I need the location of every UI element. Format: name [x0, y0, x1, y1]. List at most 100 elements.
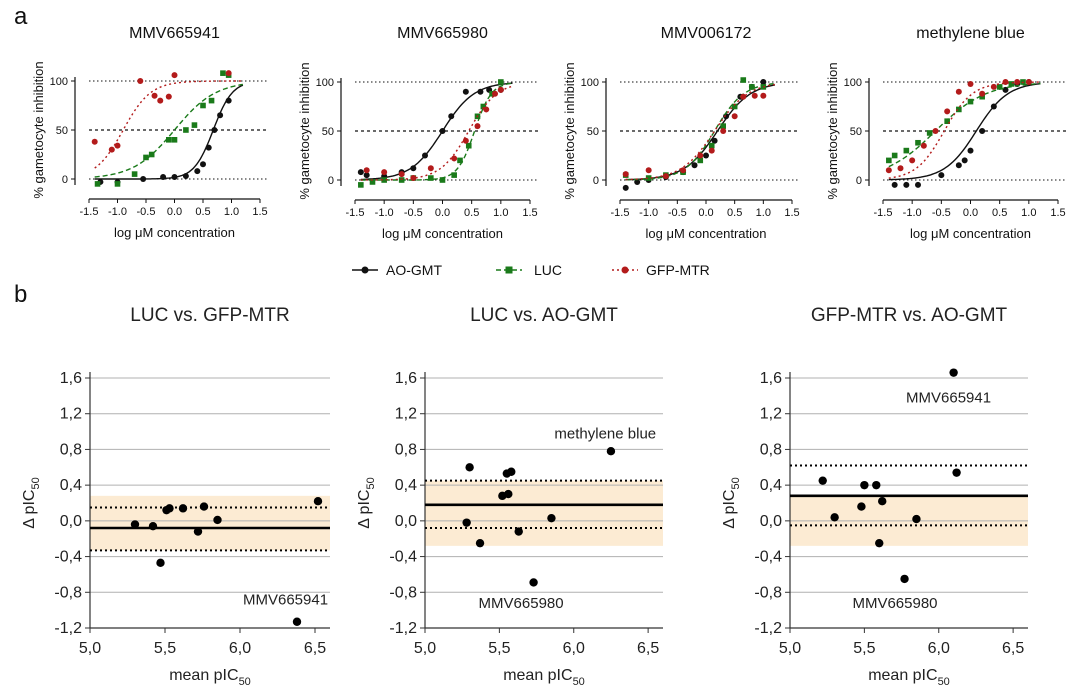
data-point-ao-gmt [448, 113, 455, 120]
data-point-luc [398, 177, 405, 183]
data-point-ao-gmt [891, 181, 898, 188]
bland-altman-chart-luc-vs-gfp-mtr: LUC vs. GFP-MTR 1,6 1,2 0,8 0,4 0,0 -0,4 -0,8 -1… [21, 305, 330, 688]
data-point-gfp-mtr [451, 155, 458, 162]
data-point-luc [740, 77, 747, 83]
annotation-mmv665980: MMV665980 [852, 595, 937, 612]
legend-entry-ao-gmt: AO-GMT [352, 262, 442, 278]
data-point-gfp-mtr [751, 92, 758, 99]
data-point-ao-gmt [903, 181, 910, 188]
data-point-gfp-mtr [492, 90, 498, 97]
data-point-ao-gmt [225, 97, 232, 104]
data-point-gfp-mtr [967, 80, 974, 87]
data-point [148, 522, 158, 531]
data-point-gfp-mtr [398, 171, 405, 178]
data-point-ao-gmt [622, 184, 629, 191]
data-point [156, 558, 165, 568]
data-point [178, 504, 188, 513]
data-point [313, 497, 323, 506]
y-tick-label: 0,4 [60, 477, 82, 494]
data-point-gfp-mtr [151, 92, 158, 99]
y-tick-label: -1,2 [754, 620, 782, 637]
y-axis-label: % gametocyte inhibition [297, 62, 312, 199]
x-tick-label: 1.0 [1021, 207, 1036, 219]
data-point-gfp-mtr [740, 93, 747, 100]
data-point-ao-gmt [691, 162, 698, 169]
chart-title: GFP-MTR vs. AO-GMT [811, 305, 1008, 326]
data-point-ao-gmt [217, 112, 224, 119]
y-tick-label: 0,0 [395, 513, 417, 530]
data-point-luc [903, 147, 910, 154]
data-point-ao-gmt [938, 172, 945, 179]
data-point-luc [498, 79, 504, 85]
legend-marker-luc [505, 266, 513, 274]
chart-title: methylene blue [916, 25, 1025, 42]
y-tick-label: 0,4 [760, 477, 782, 494]
y-tick-label: -0,8 [54, 584, 82, 601]
data-point-ao-gmt [422, 152, 428, 159]
data-point-luc [148, 151, 155, 158]
data-point-ao-gmt [439, 128, 446, 134]
x-tick-label: 1.0 [224, 206, 239, 218]
data-point-luc [720, 123, 726, 129]
x-axis-label: mean pIC50 [169, 667, 251, 688]
data-point-gfp-mtr [645, 167, 652, 174]
data-point-luc [944, 118, 950, 124]
x-tick-label: 1.0 [756, 207, 771, 219]
y-tick-label: 1,2 [60, 406, 82, 423]
chart-title: LUC vs. GFP-MTR [130, 305, 289, 326]
data-point-gfp-mtr [165, 93, 172, 100]
data-point-luc [465, 142, 472, 149]
x-tick-label: -0.5 [668, 207, 687, 219]
x-tick-label: 6,0 [563, 640, 585, 657]
x-tick-label: 0.0 [963, 207, 978, 219]
data-point-gfp-mtr [979, 90, 986, 97]
data-point-ao-gmt [194, 168, 201, 175]
data-point [952, 468, 961, 477]
x-tick-label: -1.0 [375, 207, 394, 219]
data-point-luc [708, 142, 715, 149]
data-point-gfp-mtr [462, 137, 469, 144]
y-tick-label: 0,0 [60, 513, 82, 530]
data-point [213, 515, 222, 525]
x-tick-label: -1.0 [903, 207, 922, 219]
y-tick-label: 0 [62, 174, 68, 186]
x-tick-label: -1.5 [874, 207, 893, 219]
data-point-luc [220, 70, 226, 76]
y-tick-label: 0 [856, 175, 862, 187]
data-point-luc [183, 127, 189, 133]
charts-layer: MMV665941 0 50 100 -1.5 -1.0 -0.5 0.0 0.5 1.0 1.5 l… [21, 25, 1066, 688]
annotation-mmv665941: MMV665941 [243, 591, 328, 608]
y-tick-label: 0,8 [760, 441, 782, 458]
data-point-luc [480, 103, 487, 110]
data-point-luc [731, 103, 738, 110]
data-point-ao-gmt [200, 161, 206, 168]
data-point [912, 514, 921, 524]
data-point-luc [645, 175, 652, 181]
fit-curve-luc [888, 82, 1041, 168]
data-point [949, 368, 958, 377]
data-point-luc [114, 181, 121, 187]
data-point-luc [891, 152, 898, 159]
data-point-gfp-mtr [622, 171, 629, 178]
fit-curve-gfp-mtr [94, 80, 243, 169]
x-tick-label: 6,5 [1002, 640, 1024, 657]
data-point [606, 447, 616, 456]
x-tick-label: -1.5 [611, 207, 630, 219]
x-tick-label: 6,0 [229, 640, 251, 657]
data-point-gfp-mtr [157, 97, 164, 104]
y-tick-label: 100 [316, 77, 334, 89]
data-point-luc [200, 102, 206, 109]
data-point-luc [191, 122, 198, 128]
x-tick-label: -0.5 [404, 207, 423, 219]
data-point-ao-gmt [961, 157, 968, 164]
data-point-ao-gmt [410, 165, 417, 172]
panel-label-a: a [14, 3, 28, 30]
x-tick-label: 5,5 [488, 640, 510, 657]
data-point-gfp-mtr [662, 173, 669, 180]
x-tick-label: 1.0 [493, 207, 508, 219]
data-point-gfp-mtr [497, 86, 504, 93]
data-point-gfp-mtr [680, 167, 687, 174]
data-point-gfp-mtr [483, 106, 490, 113]
y-tick-label: 0,0 [760, 513, 782, 530]
data-point-ao-gmt [363, 172, 370, 179]
